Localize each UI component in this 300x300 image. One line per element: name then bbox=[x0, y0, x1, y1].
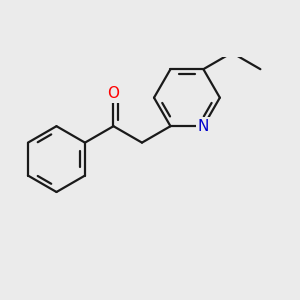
Text: N: N bbox=[198, 119, 209, 134]
Text: O: O bbox=[107, 86, 119, 101]
